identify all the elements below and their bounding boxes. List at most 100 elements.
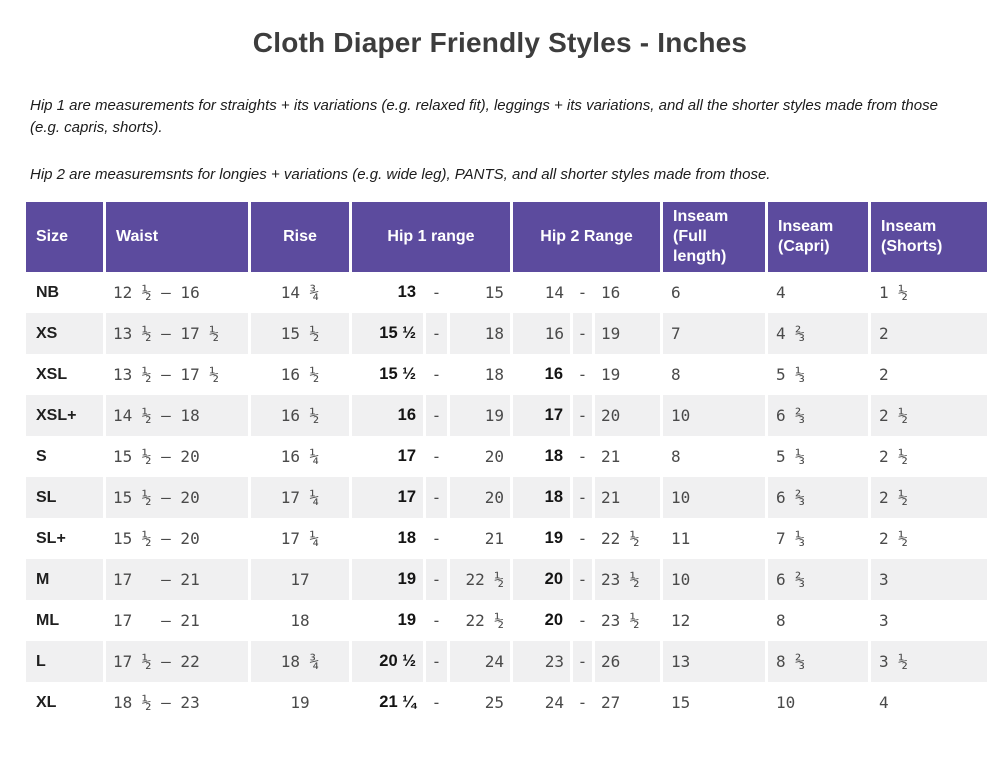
hip2-lower-cell: 18 bbox=[544, 447, 563, 466]
hip2-lower-cell: 23 bbox=[513, 641, 570, 683]
hip2-dash: - bbox=[577, 447, 588, 467]
inseam-full-cell: 10 bbox=[663, 559, 766, 601]
inseam-shorts-cell: 3 bbox=[871, 559, 988, 601]
table-row: ML 17 – 21 18 19-22 ½ 20-23 ½ 12 8 3 bbox=[26, 600, 987, 641]
header-size: Size bbox=[26, 202, 103, 273]
inseam-shorts-cell: 1 ½ bbox=[879, 283, 908, 303]
hip2-upper-cell: 22 ½ bbox=[601, 529, 640, 549]
hip1-lower-cell: 13 bbox=[397, 283, 416, 302]
inseam-shorts-cell: 4 bbox=[879, 693, 889, 713]
inseam-capri-cell: 7 ⅓ bbox=[776, 529, 805, 549]
hip2-dash: - bbox=[577, 529, 588, 549]
rise-cell: 15 ½ bbox=[251, 313, 349, 355]
hip1-dash: - bbox=[426, 477, 447, 519]
hip1-upper-cell: 22 ½ bbox=[450, 559, 510, 601]
hip1-upper-cell: 18 bbox=[450, 313, 510, 355]
hip1-dash: - bbox=[431, 365, 442, 385]
hip1-note: Hip 1 are measurements for straights + i… bbox=[30, 97, 938, 136]
size-cell: XL bbox=[36, 693, 57, 711]
inseam-capri-cell: 6 ⅔ bbox=[768, 477, 869, 519]
hip2-lower-cell: 14 bbox=[544, 283, 564, 303]
inseam-full-cell: 6 bbox=[671, 283, 681, 303]
hip1-dash: - bbox=[431, 447, 442, 467]
hip1-lower-cell: 21 ¼ bbox=[379, 693, 416, 712]
waist-cell: 15 ½ – 20 bbox=[113, 447, 200, 467]
rise-cell: 17 ¼ bbox=[251, 477, 349, 519]
hip1-upper-cell: 15 bbox=[484, 283, 504, 303]
hip2-upper-cell: 19 bbox=[601, 365, 621, 385]
hip2-upper-cell: 27 bbox=[601, 693, 621, 713]
hip1-dash: - bbox=[431, 693, 442, 713]
rise-cell: 18 bbox=[290, 611, 310, 631]
inseam-capri-cell: 5 ⅓ bbox=[776, 447, 805, 467]
waist-cell: 13 ½ – 17 ½ bbox=[113, 365, 219, 385]
hip2-upper-cell: 20 bbox=[595, 395, 661, 437]
inseam-capri-cell: 6 ⅔ bbox=[768, 395, 869, 437]
hip2-lower-cell: 16 bbox=[544, 365, 563, 384]
hip2-lower-cell: 19 bbox=[544, 529, 563, 548]
inseam-shorts-cell: 3 bbox=[879, 611, 889, 631]
page-title: Cloth Diaper Friendly Styles - Inches bbox=[252, 27, 748, 58]
hip2-upper-cell: 23 ½ bbox=[595, 559, 661, 601]
hip2-lower-cell: 18 bbox=[513, 477, 570, 519]
inseam-capri-cell: 8 ⅔ bbox=[768, 641, 869, 683]
hip2-upper-cell: 23 ½ bbox=[601, 611, 640, 631]
inseam-shorts-cell: 3 ½ bbox=[871, 641, 988, 683]
hip2-dash: - bbox=[577, 365, 588, 385]
hip2-lower-cell: 20 bbox=[513, 559, 570, 601]
hip1-upper-cell: 21 bbox=[484, 529, 504, 549]
inseam-shorts-cell: 2 bbox=[879, 365, 889, 385]
size-cell: XSL bbox=[36, 365, 68, 383]
hip2-lower-cell: 20 bbox=[544, 611, 563, 630]
hip2-upper-cell: 16 bbox=[601, 283, 621, 303]
inseam-full-cell: 13 bbox=[663, 641, 766, 683]
hip1-upper-cell: 18 bbox=[484, 365, 504, 385]
hip2-lower-cell: 16 bbox=[513, 313, 570, 355]
rise-cell: 16 ½ bbox=[280, 365, 320, 385]
header-hip1-range: Hip 1 range bbox=[352, 202, 510, 273]
inseam-shorts-cell: 2 ½ bbox=[871, 477, 988, 519]
hip2-dash: - bbox=[573, 313, 592, 355]
waist-cell: 17 – 21 bbox=[113, 611, 200, 631]
hip1-upper-cell: 19 bbox=[450, 395, 510, 437]
inseam-shorts-cell: 2 ½ bbox=[879, 529, 908, 549]
hip1-lower-cell: 15 ½ bbox=[352, 313, 423, 355]
inseam-capri-cell: 4 bbox=[776, 283, 786, 303]
table-body: NB 12 ½ – 16 14 ¾ 13-15 14-16 6 4 1 ½ XS 13 ½ – 1… bbox=[26, 272, 988, 723]
inseam-full-cell: 10 bbox=[663, 395, 766, 437]
rise-cell: 17 ¼ bbox=[280, 529, 320, 549]
hip1-lower-cell: 18 bbox=[397, 529, 416, 548]
inseam-shorts-cell: 2 ½ bbox=[871, 395, 988, 437]
size-cell: S bbox=[36, 447, 47, 465]
hip2-dash: - bbox=[573, 559, 592, 601]
hip1-lower-cell: 20 ½ bbox=[352, 641, 423, 683]
rise-cell: 17 bbox=[251, 559, 349, 601]
hip2-lower-cell: 24 bbox=[544, 693, 564, 713]
size-cell: NB bbox=[36, 283, 60, 301]
waist-cell: 18 ½ – 23 bbox=[113, 693, 200, 713]
inseam-shorts-cell: 2 bbox=[871, 313, 988, 355]
inseam-full-cell: 7 bbox=[663, 313, 766, 355]
inseam-full-cell: 15 bbox=[671, 693, 691, 713]
waist-cell: 17 – 21 bbox=[106, 559, 248, 601]
hip1-dash: - bbox=[426, 559, 447, 601]
hip2-upper-cell: 26 bbox=[595, 641, 661, 683]
hip2-upper-cell: 19 bbox=[595, 313, 661, 355]
header-waist: Waist bbox=[106, 202, 248, 273]
rise-cell: 19 bbox=[290, 693, 310, 713]
hip2-upper-cell: 21 bbox=[595, 477, 661, 519]
rise-cell: 18 ¾ bbox=[251, 641, 349, 683]
hip1-upper-cell: 24 bbox=[450, 641, 510, 683]
header-inseam-capri: Inseam (Capri) bbox=[768, 202, 869, 273]
header-inseam-full: Inseam (Full length) bbox=[663, 202, 766, 273]
inseam-full-cell: 12 bbox=[671, 611, 691, 631]
table-header: Size Waist Rise Hip 1 range Hip 2 Range … bbox=[26, 202, 988, 273]
hip1-upper-cell: 22 ½ bbox=[465, 611, 504, 631]
size-cell: SL bbox=[26, 477, 103, 519]
size-cell: ML bbox=[36, 611, 60, 629]
hip2-dash: - bbox=[573, 641, 592, 683]
